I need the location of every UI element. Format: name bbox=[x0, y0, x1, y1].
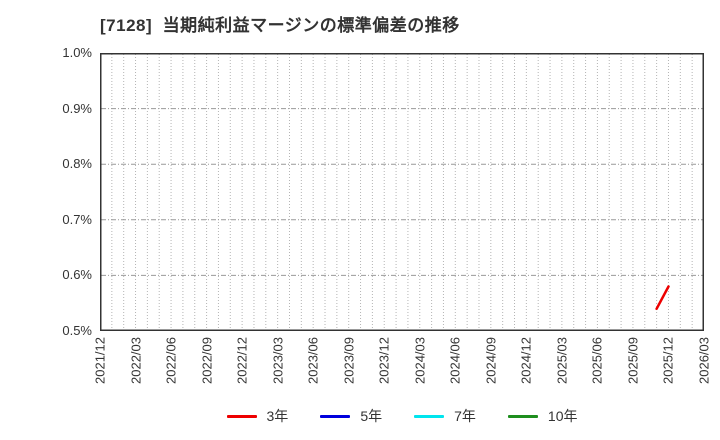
y-tick-label: 0.6% bbox=[62, 267, 92, 283]
legend-item-7年: 7年 bbox=[414, 406, 476, 426]
y-tick-label: 0.7% bbox=[62, 211, 92, 227]
x-tick-label: 2022/09 bbox=[199, 337, 215, 384]
x-tick-label: 2025/06 bbox=[589, 337, 605, 384]
x-tick-label: 2024/03 bbox=[412, 337, 428, 384]
plot-border bbox=[100, 53, 704, 331]
legend-line-icon bbox=[507, 414, 538, 418]
x-tick-label: 2023/12 bbox=[376, 337, 392, 384]
x-tick-label: 2021/12 bbox=[92, 337, 108, 384]
legend-label: 7年 bbox=[454, 408, 476, 424]
x-tick-label: 2024/06 bbox=[447, 337, 463, 384]
x-tick-label: 2026/03 bbox=[696, 337, 712, 384]
x-tick-label: 2022/06 bbox=[163, 337, 179, 384]
legend-item-3年: 3年 bbox=[226, 406, 289, 426]
y-tick-label: 0.5% bbox=[62, 323, 92, 338]
x-tick-label: 2025/03 bbox=[554, 337, 570, 384]
chart-legend: 3年 5年 7年 10年 bbox=[100, 402, 704, 430]
y-tick-label: 0.8% bbox=[62, 156, 92, 172]
chart-title: [7128] 当期純利益マージンの標準偏差の推移 bbox=[100, 16, 460, 35]
x-tick-label: 2023/06 bbox=[305, 337, 321, 384]
x-tick-label: 2023/03 bbox=[270, 337, 286, 384]
x-tick-label: 2023/09 bbox=[341, 337, 357, 384]
legend-line-icon bbox=[414, 414, 445, 418]
x-tick-label: 2022/12 bbox=[234, 337, 250, 384]
legend-line-icon bbox=[320, 414, 351, 418]
legend-line-icon bbox=[226, 414, 257, 418]
plot-area bbox=[100, 53, 704, 331]
legend-label: 3年 bbox=[266, 408, 289, 424]
legend-label: 10年 bbox=[547, 408, 578, 424]
x-tick-label: 2024/09 bbox=[483, 337, 499, 384]
legend-item-10年: 10年 bbox=[507, 406, 578, 426]
x-tick-label: 2024/12 bbox=[518, 337, 534, 384]
x-tick-label: 2025/09 bbox=[625, 337, 641, 384]
y-tick-label: 0.9% bbox=[62, 100, 92, 116]
x-tick-label: 2022/03 bbox=[128, 337, 144, 384]
legend-label: 5年 bbox=[360, 408, 383, 424]
y-tick-label: 1.0% bbox=[62, 45, 92, 60]
x-tick-label: 2025/12 bbox=[660, 337, 676, 384]
legend-item-5年: 5年 bbox=[320, 406, 382, 426]
series-line-3年 bbox=[655, 285, 670, 311]
